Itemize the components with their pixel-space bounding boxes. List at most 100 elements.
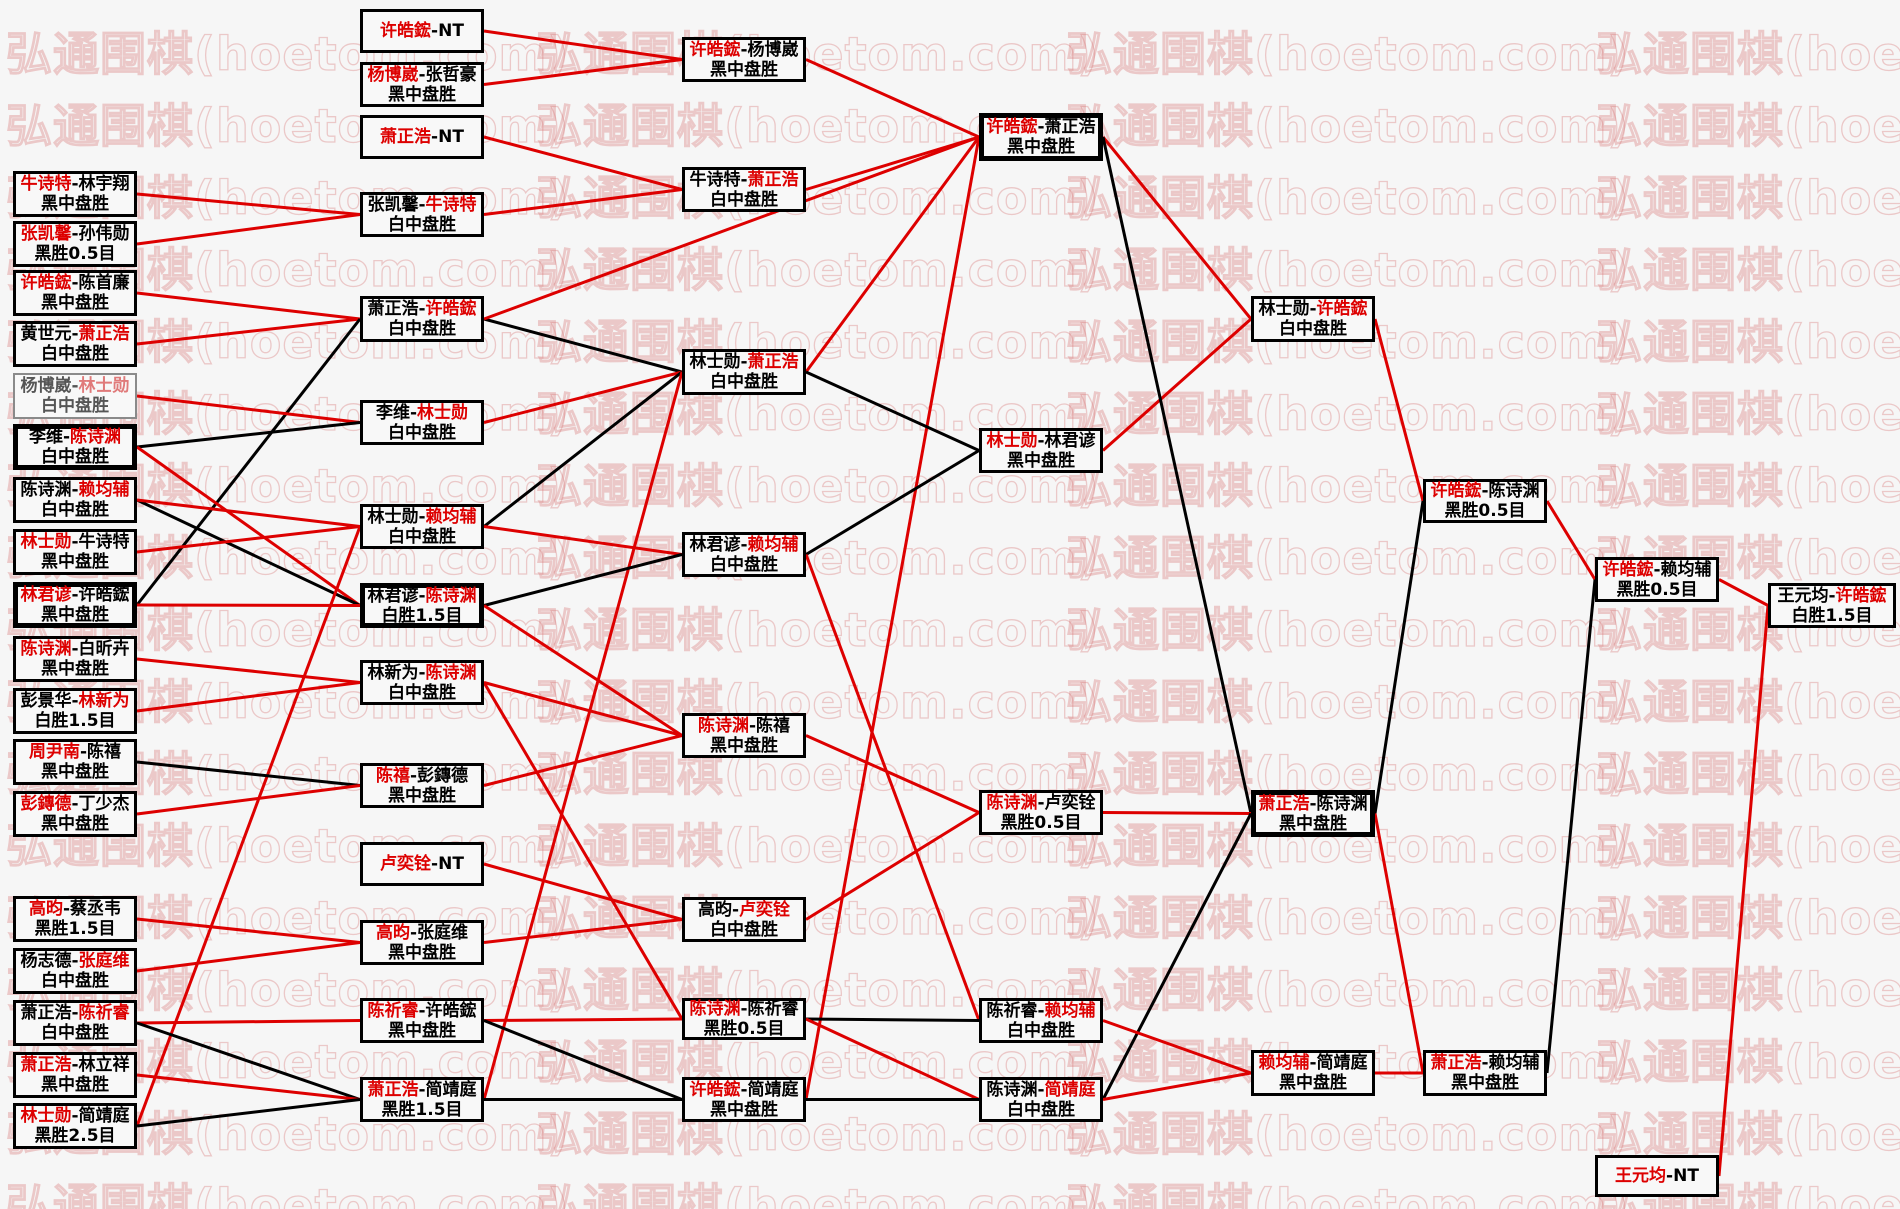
match-box-A2: 张凯馨-孙伟勋 黑胜0.5目 bbox=[13, 221, 137, 267]
match-result: 白中盘胜 bbox=[41, 344, 109, 364]
dash: - bbox=[71, 376, 79, 396]
dash: - bbox=[740, 534, 748, 555]
bracket-line-E2-F1 bbox=[1373, 500, 1425, 814]
match-players: 萧正浩-陈诗渊 bbox=[1258, 794, 1367, 814]
winner-name: 萧正浩 bbox=[1258, 793, 1310, 814]
match-players: 陈祈睿-许皓鋐 bbox=[367, 1001, 476, 1021]
player-name: 萧正浩 bbox=[1044, 117, 1096, 137]
bracket-line-A8-B7 bbox=[136, 525, 361, 554]
watermark-text: 弘通围棋(hoetom.com) bbox=[1595, 242, 1900, 297]
watermark-text: 弘通围棋(hoetom.com) bbox=[1065, 674, 1630, 729]
match-box-B7: 林士勋-赖均辅 白中盘胜 bbox=[360, 504, 484, 549]
dash: - bbox=[1037, 117, 1045, 137]
match-result: 黑中盘胜 bbox=[388, 785, 456, 806]
bracket-line-A7-B7 bbox=[136, 498, 361, 528]
bracket-line-D5-E3 bbox=[1102, 1071, 1252, 1101]
dash: - bbox=[409, 765, 418, 786]
bracket-line-D1-E1 bbox=[1101, 136, 1253, 320]
watermark-text: 弘通围棋(hoetom.com) bbox=[1595, 890, 1900, 945]
match-players: 牛诗特-林宇翔 bbox=[20, 174, 129, 194]
dash: - bbox=[418, 506, 426, 527]
bracket-line-C7-D5 bbox=[805, 1017, 980, 1101]
match-result: 黑中盘胜 bbox=[1451, 1073, 1519, 1093]
winner-name: 卢奕铨 bbox=[380, 854, 432, 874]
match-players: 杨博崴-张哲豪 bbox=[367, 65, 476, 85]
player-name: 林新为 bbox=[367, 662, 419, 683]
winner-name: 林士勋 bbox=[78, 376, 130, 396]
player-name: 白昕卉 bbox=[78, 639, 130, 659]
player-name: 陈祈睿 bbox=[986, 1000, 1038, 1021]
match-result: 黑中盘胜 bbox=[710, 735, 778, 756]
match-box-B3: 萧正浩-NT bbox=[360, 115, 484, 159]
player-name: 林君谚 bbox=[367, 585, 419, 606]
match-players: 杨志德-张庭维 bbox=[20, 951, 129, 971]
match-players: 黄世元-萧正浩 bbox=[20, 324, 129, 344]
player-name: 林立祥 bbox=[78, 1055, 130, 1075]
watermark-text: 弘通围棋(hoetom.com) bbox=[5, 1178, 570, 1209]
player-name: 牛诗特 bbox=[78, 532, 130, 552]
player-name: 简靖庭 bbox=[1316, 1053, 1368, 1073]
winner-name: 陈禧 bbox=[375, 765, 410, 786]
bracket-line-A4-B5 bbox=[136, 317, 361, 346]
player-name: 张庭维 bbox=[417, 922, 469, 943]
winner-name: 许皓鋐 bbox=[986, 117, 1038, 137]
watermark-text: 弘通围棋(hoetom.com) bbox=[1595, 458, 1900, 513]
match-players: 林士勋-简靖庭 bbox=[20, 1106, 129, 1126]
match-box-A15: 杨志德-张庭维 白中盘胜 bbox=[13, 948, 137, 994]
bracket-line-B8-C4 bbox=[483, 553, 683, 607]
match-box-A18: 林士勋-简靖庭 黑胜2.5目 bbox=[13, 1103, 137, 1149]
winner-name: 卢奕铨 bbox=[739, 899, 791, 920]
player-name: 黄世元 bbox=[20, 324, 72, 344]
dash: - bbox=[431, 127, 439, 147]
player-name: 林士勋 bbox=[367, 506, 419, 527]
player-name: 林宇翔 bbox=[78, 174, 130, 194]
winner-name: 林士勋 bbox=[20, 1106, 72, 1126]
match-result: 白中盘胜 bbox=[388, 682, 456, 703]
player-name: 简靖庭 bbox=[78, 1106, 130, 1126]
match-result: 黑胜0.5目 bbox=[1444, 501, 1526, 521]
watermark-text: 弘通围棋(hoetom.com) bbox=[535, 602, 1100, 657]
player-name: 陈禧 bbox=[756, 715, 791, 736]
winner-name: 陈诗渊 bbox=[20, 639, 72, 659]
winner-name: 简靖庭 bbox=[1044, 1079, 1096, 1100]
player-name: 王元均 bbox=[1777, 585, 1829, 606]
match-box-C2: 牛诗特-萧正浩 白中盘胜 bbox=[682, 167, 806, 212]
winner-name: 陈诗渊 bbox=[70, 427, 122, 447]
match-result: 白胜1.5目 bbox=[34, 711, 116, 731]
match-result: 白中盘胜 bbox=[41, 500, 109, 520]
dash: - bbox=[71, 1055, 79, 1075]
match-box-B4: 张凯馨-牛诗特 白中盘胜 bbox=[360, 192, 484, 237]
watermark-text: 弘通围棋(hoetom.com) bbox=[1595, 962, 1900, 1017]
dash: - bbox=[62, 427, 71, 447]
bracket-line-A18-B14 bbox=[136, 1098, 361, 1128]
match-players: 许皓鋐-萧正浩 bbox=[986, 117, 1095, 137]
dash: - bbox=[71, 1003, 79, 1023]
winner-name: 萧正浩 bbox=[380, 127, 432, 147]
match-box-B9: 林新为-陈诗渊 白中盘胜 bbox=[360, 660, 484, 705]
match-box-A1: 牛诗特-林宇翔 黑中盘胜 bbox=[13, 171, 137, 217]
winner-name: 赖均辅 bbox=[78, 480, 130, 500]
match-players: 萧正浩-赖均辅 bbox=[1430, 1053, 1539, 1073]
match-result: 白中盘胜 bbox=[710, 189, 778, 210]
match-players: 李维-林士勋 bbox=[376, 403, 468, 423]
bracket-line-G2-H1 bbox=[1717, 605, 1770, 1177]
dash: - bbox=[740, 169, 748, 190]
watermark-text: 弘通围棋(hoetom.com) bbox=[1065, 1106, 1630, 1161]
player-name: 萧正浩 bbox=[367, 299, 419, 319]
match-result: 黑中盘胜 bbox=[1007, 137, 1075, 157]
match-players: 林士勋-萧正浩 bbox=[689, 352, 798, 372]
match-players: 杨博崴-林士勋 bbox=[20, 376, 129, 396]
match-result: 黑中盘胜 bbox=[41, 762, 109, 782]
match-box-C5: 陈诗渊-陈禧 黑中盘胜 bbox=[682, 713, 806, 758]
bracket-line-B3-C2 bbox=[483, 135, 683, 191]
match-result: 白中盘胜 bbox=[41, 971, 109, 991]
match-result: 黑胜0.5目 bbox=[1000, 812, 1082, 833]
match-box-C4: 林君谚-赖均辅 白中盘胜 bbox=[682, 532, 806, 577]
dash: - bbox=[1309, 793, 1317, 814]
match-box-A14: 高昀-蔡丞韦 黑胜1.5目 bbox=[13, 896, 137, 942]
dash: - bbox=[418, 194, 426, 215]
watermark-text: 弘通围棋(hoetom.com) bbox=[1595, 1106, 1900, 1161]
watermark-text: 弘通围棋(hoetom.com) bbox=[1595, 26, 1900, 81]
